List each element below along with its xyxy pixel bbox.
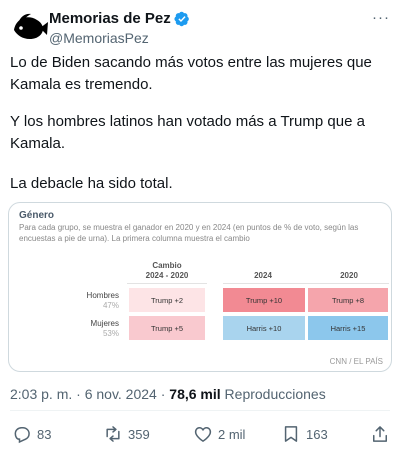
views-label: Reproducciones (220, 386, 326, 402)
column-header-2020: 2020 (340, 271, 358, 280)
embedded-image[interactable]: Género Para cada grupo, se muestra el ga… (8, 202, 392, 372)
like-button[interactable]: 2 mil (193, 424, 245, 444)
row-label-hombres: Hombres 47% (57, 291, 119, 311)
column-header-change: Cambio 2024 - 2020 (145, 261, 189, 280)
more-options-icon[interactable]: ··· (372, 9, 390, 26)
row-label-text: Mujeres (90, 319, 119, 328)
cell-hombres-2024: Trump +10 (223, 288, 305, 312)
row-label-mujeres: Mujeres 53% (57, 319, 119, 339)
row-label-text: Hombres (86, 291, 119, 300)
tweet-paragraph-1: Lo de Biden sacando más votos entre las … (10, 54, 372, 93)
tweet-timestamp[interactable]: 2:03 p. m. · 6 nov. 2024 · (10, 386, 170, 402)
tweet-paragraph-2: Y los hombres latinos han votado más a T… (10, 113, 365, 152)
share-button[interactable] (370, 424, 395, 444)
like-count: 2 mil (218, 426, 246, 442)
repost-button[interactable]: 359 (103, 424, 150, 444)
repost-count: 359 (128, 426, 150, 442)
reply-button[interactable]: 83 (12, 424, 51, 444)
author-name-row[interactable]: Memorias de Pez (49, 10, 190, 27)
tweet-paragraph-3: La debacle ha sido total. (10, 175, 173, 192)
heart-icon (194, 426, 212, 442)
reply-icon (14, 427, 30, 444)
repost-icon (106, 426, 120, 442)
row-label-pct: 53% (102, 329, 119, 338)
reply-count: 83 (37, 426, 52, 442)
bookmark-icon (284, 426, 298, 442)
avatar[interactable] (10, 8, 50, 48)
cell-hombres-change: Trump +2 (129, 288, 205, 312)
bookmark-button[interactable]: 163 (281, 424, 328, 444)
card-description: Para cada grupo, se muestra el ganador e… (19, 223, 359, 243)
display-name[interactable]: Memorias de Pez (49, 10, 171, 27)
card-source: CNN / EL PAÍS (329, 357, 383, 366)
cell-mujeres-change: Trump +5 (129, 316, 205, 340)
cell-mujeres-2020: Harris +15 (308, 316, 388, 340)
view-count: 78,6 mil (169, 386, 221, 402)
column-header-2024: 2024 (254, 271, 272, 280)
verified-badge-icon (174, 11, 189, 26)
row-label-pct: 47% (102, 301, 119, 310)
tweet-meta: 2:03 p. m. · 6 nov. 2024 · 78,6 mil Repr… (10, 386, 326, 402)
divider-change (127, 283, 207, 284)
divider-results (223, 283, 389, 284)
cell-mujeres-2024: Harris +10 (223, 316, 305, 340)
fish-avatar-icon (10, 8, 50, 48)
card-title: Género (19, 210, 55, 221)
author-handle[interactable]: @MemoriasPez (49, 30, 149, 46)
cell-hombres-2020: Trump +8 (308, 288, 388, 312)
share-icon (373, 426, 387, 442)
bookmark-count: 163 (306, 426, 328, 442)
divider (10, 410, 390, 411)
